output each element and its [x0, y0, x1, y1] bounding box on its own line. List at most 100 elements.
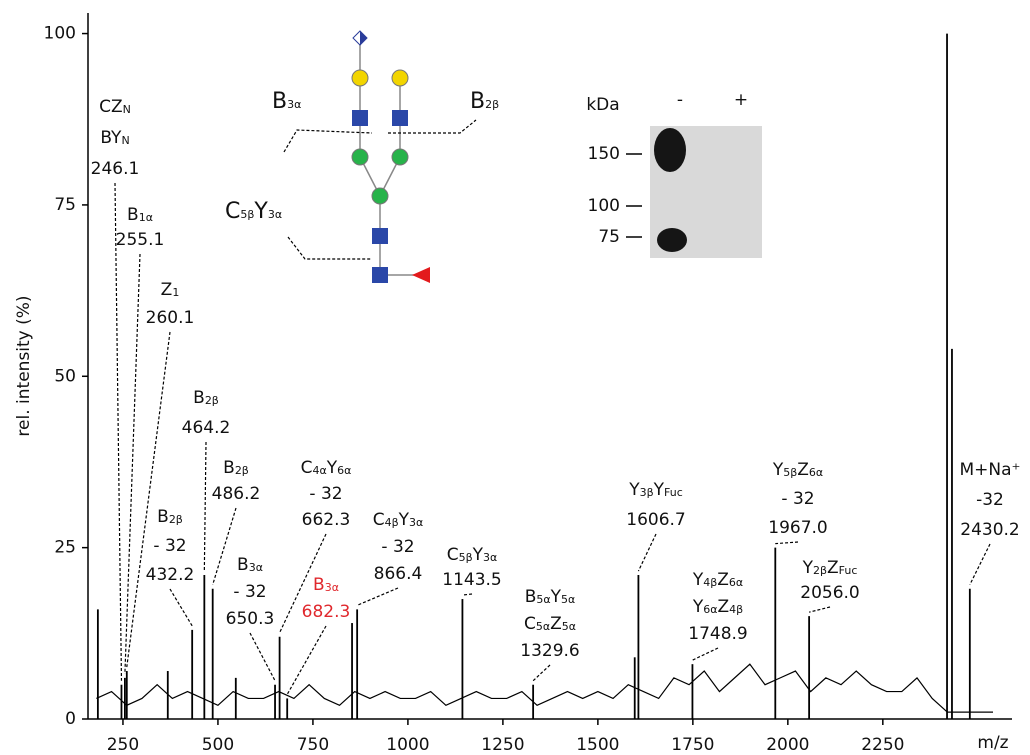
text-part: C	[301, 458, 313, 478]
text-part: 682.3	[302, 602, 351, 622]
text-part: 1329.6	[520, 641, 579, 661]
peak-label: 1143.5	[442, 570, 501, 590]
peak-label: B3α	[313, 575, 339, 595]
subscript: Fuc	[839, 564, 858, 577]
text-part: 866.4	[374, 564, 423, 584]
peak-label: C5αZ5α	[524, 614, 576, 634]
text-part: M+Na⁺	[959, 460, 1020, 480]
glycan-label: C5βY3α	[225, 199, 282, 224]
peak-label: B2β	[157, 507, 183, 527]
text-part: Z	[550, 614, 562, 634]
subscript: 2β	[205, 394, 219, 407]
subscript: 4β	[703, 576, 717, 589]
peak-label: 662.3	[302, 510, 351, 530]
peak-label: 2430.2	[960, 520, 1019, 540]
text-part: Y	[628, 480, 640, 500]
subscript: 3α	[287, 98, 301, 111]
subscript: 6α	[703, 603, 717, 616]
subscript: 3α	[325, 581, 339, 594]
peak-label: 246.1	[91, 159, 140, 179]
text-part: Z	[797, 460, 809, 480]
peak-label: Y5βZ6α	[772, 460, 823, 480]
subscript: 5β	[240, 208, 254, 221]
leader-line	[212, 507, 237, 585]
x-tick-label: 500	[202, 735, 234, 755]
subscript: 3α	[268, 208, 282, 221]
text-part: 432.2	[146, 565, 195, 585]
peak-label: 682.3	[302, 602, 351, 622]
subscript: 6α	[337, 464, 351, 477]
peak-label: - 32	[381, 537, 414, 557]
subscript: 2β	[813, 564, 827, 577]
subscript: 5α	[536, 620, 550, 633]
text-part: B	[157, 507, 169, 527]
x-tick-label: 1250	[481, 735, 524, 755]
subscript: 3α	[409, 516, 423, 529]
text-part: B	[272, 89, 287, 114]
glycan	[283, 30, 477, 283]
text-part: BY	[100, 128, 122, 148]
y-tick-label: 25	[54, 538, 76, 558]
subscript: 5α	[562, 620, 576, 633]
x-tick-label: 2000	[766, 735, 809, 755]
text-part: Y	[326, 458, 338, 478]
text-part: Y	[253, 199, 268, 224]
subscript: 3β	[640, 486, 654, 499]
text-part: Z	[161, 280, 173, 300]
peak-label: B5αY5α	[525, 587, 576, 607]
text-part: B	[127, 205, 139, 225]
gel	[626, 126, 762, 258]
gel-unit: kDa	[586, 95, 619, 115]
leader-line	[124, 253, 141, 674]
peak-label: 486.2	[212, 484, 261, 504]
glycan-label: B3α	[272, 89, 301, 114]
subscript: 5α	[536, 593, 550, 606]
peak-label: - 32	[153, 536, 186, 556]
text-part: Y	[802, 558, 814, 578]
subscript: 4α	[312, 464, 326, 477]
text-part: Y	[472, 545, 484, 565]
y-tick-label: 75	[54, 195, 76, 215]
peak-label: Y6αZ4β	[692, 597, 743, 617]
leader-line	[203, 441, 207, 572]
text-part: Y	[398, 510, 410, 530]
y-tick-label: 0	[65, 709, 76, 729]
gel-lane: -	[677, 90, 683, 110]
peak-label: C4βY3α	[373, 510, 424, 530]
leader-line	[286, 625, 327, 695]
text-part: B	[525, 587, 537, 607]
subscript: 4β	[729, 603, 743, 616]
subscript: 4β	[385, 516, 399, 529]
text-part: 255.1	[116, 230, 165, 250]
text-part: - 32	[381, 537, 414, 557]
text-part: 2430.2	[960, 520, 1019, 540]
x-tick-label: 1750	[671, 735, 714, 755]
leader-line	[462, 593, 473, 596]
peak-label: Y2βZFuc	[802, 558, 858, 578]
text-part: C	[373, 510, 385, 530]
leader-line	[637, 533, 657, 572]
text-part: - 32	[233, 582, 266, 602]
peak-label: 1748.9	[688, 624, 747, 644]
leader-line	[969, 543, 991, 586]
peak-label: 866.4	[374, 564, 423, 584]
peak-label: C4αY6α	[301, 458, 352, 478]
text-part: B	[223, 458, 235, 478]
text-part: 486.2	[212, 484, 261, 504]
leader-line	[279, 533, 327, 634]
text-part: Y	[692, 597, 704, 617]
text-part: 662.3	[302, 510, 351, 530]
peak-label: 1606.7	[626, 510, 685, 530]
peak-label: Y4βZ6α	[692, 570, 743, 590]
glycan-label: B2β	[470, 89, 499, 114]
peak-label: B2β	[193, 388, 219, 408]
subscript: Fuc	[664, 486, 683, 499]
peak-label: C5βY3α	[447, 545, 498, 565]
text-part: 1143.5	[442, 570, 501, 590]
x-axis-label: m/z	[977, 733, 1008, 753]
text-part: 1606.7	[626, 510, 685, 530]
subscript: 2β	[485, 98, 499, 111]
x-tick-label: 250	[107, 735, 139, 755]
subscript: 3α	[483, 551, 497, 564]
